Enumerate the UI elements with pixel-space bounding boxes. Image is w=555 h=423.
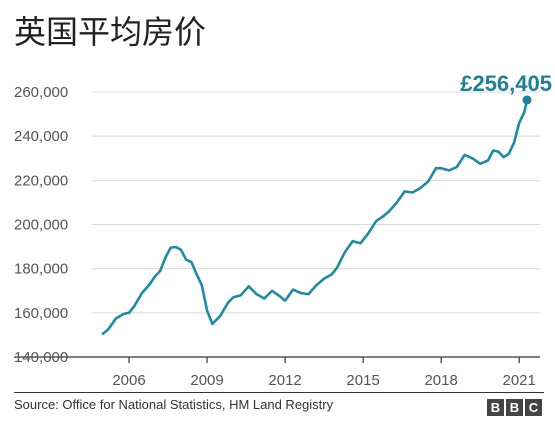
end-value-label: £256,405 [460, 71, 552, 96]
footer-divider [14, 392, 544, 393]
gridlines [14, 91, 540, 358]
x-tick-labels: 2006 2009 2012 2015 2018 2021 [112, 357, 536, 389]
y-tick-label: 200,000 [14, 217, 68, 234]
x-tick-label: 2009 [190, 372, 223, 389]
x-tick-label: 2006 [112, 372, 145, 389]
bbc-logo: B B C [487, 399, 542, 416]
series-line [101, 98, 529, 336]
bbc-logo-letter: B [487, 399, 504, 416]
series-layer: £256,405 [101, 71, 552, 336]
x-tick-label: 2012 [268, 372, 301, 389]
y-tick-labels: 140,000 160,000 180,000 200,000 220,000 240,0… [14, 84, 68, 366]
y-tick-label: 220,000 [14, 172, 68, 189]
y-tick-label: 160,000 [14, 305, 68, 322]
y-tick-label: 180,000 [14, 261, 68, 278]
bbc-logo-letter: C [525, 399, 542, 416]
x-tick-label: 2018 [424, 372, 457, 389]
bbc-logo-letter: B [506, 399, 523, 416]
x-tick-label: 2021 [503, 372, 536, 389]
chart-title: 英国平均房价 [14, 13, 207, 51]
y-tick-label: 240,000 [14, 128, 68, 145]
line-chart: 140,000 160,000 180,000 200,000 220,000 240,0… [14, 71, 552, 389]
end-point-marker [522, 95, 532, 105]
y-tick-label: 260,000 [14, 84, 68, 101]
y-tick-label: 140,000 [14, 349, 68, 366]
x-tick-label: 2015 [346, 372, 379, 389]
source-note: Source: Office for National Statistics, … [14, 397, 334, 412]
